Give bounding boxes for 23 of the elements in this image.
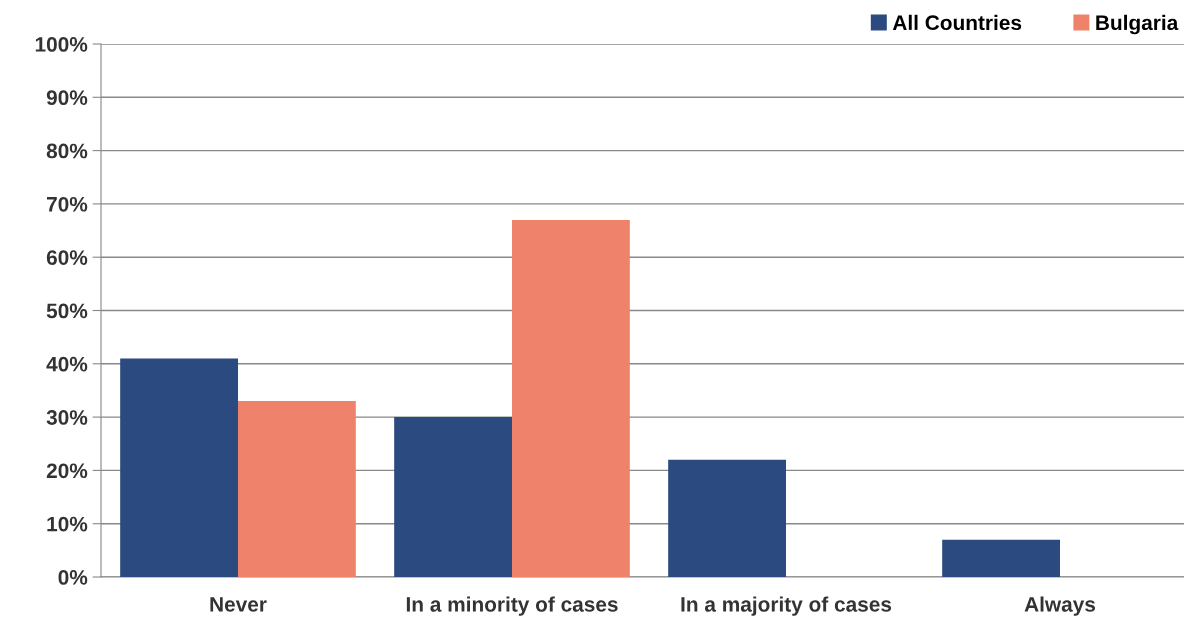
bar xyxy=(394,417,512,577)
y-tick-label: 40% xyxy=(46,356,88,372)
bar xyxy=(512,219,630,577)
x-tick-label: In a majority of cases xyxy=(681,596,892,616)
y-tick-label: 50% xyxy=(46,303,88,319)
y-tick-label: 100% xyxy=(35,37,88,52)
bar xyxy=(942,539,1060,577)
legend-label: Bulgaria xyxy=(1096,14,1179,35)
y-tick-label: 20% xyxy=(46,463,88,479)
y-tick-label: 70% xyxy=(47,196,88,212)
bar xyxy=(668,459,786,577)
legend-label: All Countries xyxy=(892,14,1022,31)
y-tick-label: 0% xyxy=(58,570,88,585)
y-tick-label: 90% xyxy=(46,90,88,106)
x-tick-label: Always xyxy=(1024,596,1096,616)
y-tick-label: 30% xyxy=(46,410,88,425)
x-tick-label: In a minority of cases xyxy=(406,596,618,616)
y-tick-label: 80% xyxy=(46,143,88,159)
bar xyxy=(238,401,356,577)
y-tick-label: 10% xyxy=(47,516,88,532)
x-tick-label: Never xyxy=(210,597,267,612)
y-tick-label: 60% xyxy=(46,250,88,265)
bar xyxy=(120,358,238,577)
